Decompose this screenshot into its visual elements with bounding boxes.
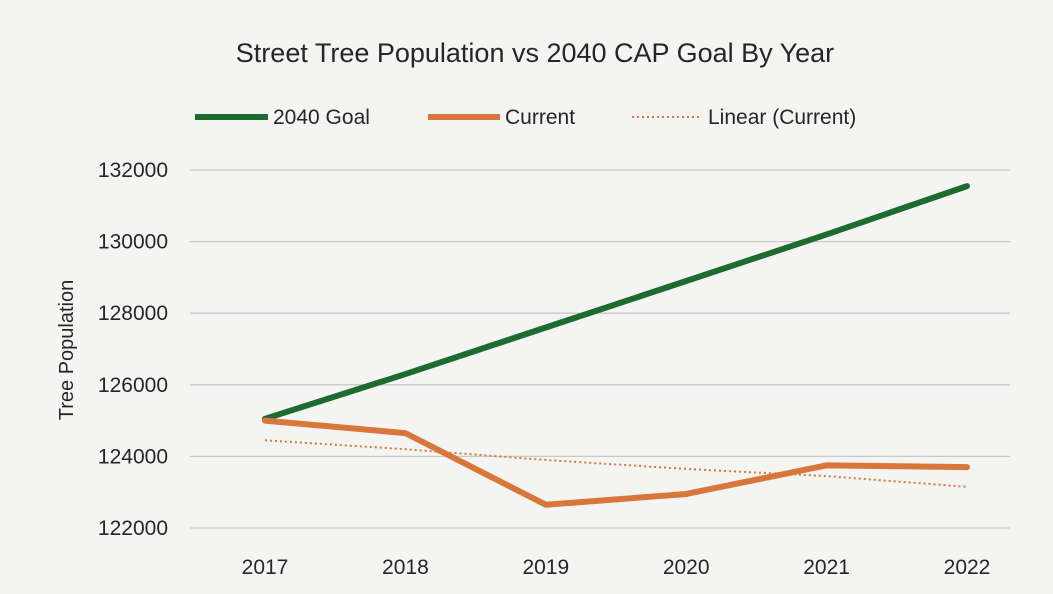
y-tick-label: 130000 [98, 231, 168, 254]
x-tick-label: 2017 [242, 556, 289, 579]
y-tick-label: 132000 [98, 159, 168, 182]
y-axis-ticks: 122000 124000 126000 128000 130000 132000 [98, 159, 168, 540]
y-tick-label: 126000 [98, 374, 168, 397]
x-axis-ticks: 2017 2018 2019 2020 2021 2022 [242, 556, 991, 579]
series-line-current [262, 417, 970, 508]
y-axis-title: Tree Population [56, 280, 78, 420]
y-tick-label: 122000 [98, 517, 168, 540]
grid-lines [190, 169, 1010, 529]
legend: 2040 Goal Current Linear (Current) [195, 106, 856, 129]
plot-area [262, 183, 970, 508]
x-tick-label: 2021 [803, 556, 850, 579]
trendline-linear-current [264, 439, 968, 488]
x-tick-label: 2018 [382, 556, 429, 579]
series-line-2040-goal [262, 183, 970, 422]
legend-label-current: Current [505, 106, 575, 129]
x-tick-label: 2019 [522, 556, 569, 579]
legend-label-2040-goal: 2040 Goal [273, 106, 370, 129]
y-tick-label: 128000 [98, 302, 168, 325]
x-tick-label: 2022 [944, 556, 991, 579]
y-tick-label: 124000 [98, 445, 168, 468]
legend-label-linear-current: Linear (Current) [708, 106, 856, 129]
chart-title: Street Tree Population vs 2040 CAP Goal … [236, 38, 834, 68]
x-tick-label: 2020 [663, 556, 710, 579]
